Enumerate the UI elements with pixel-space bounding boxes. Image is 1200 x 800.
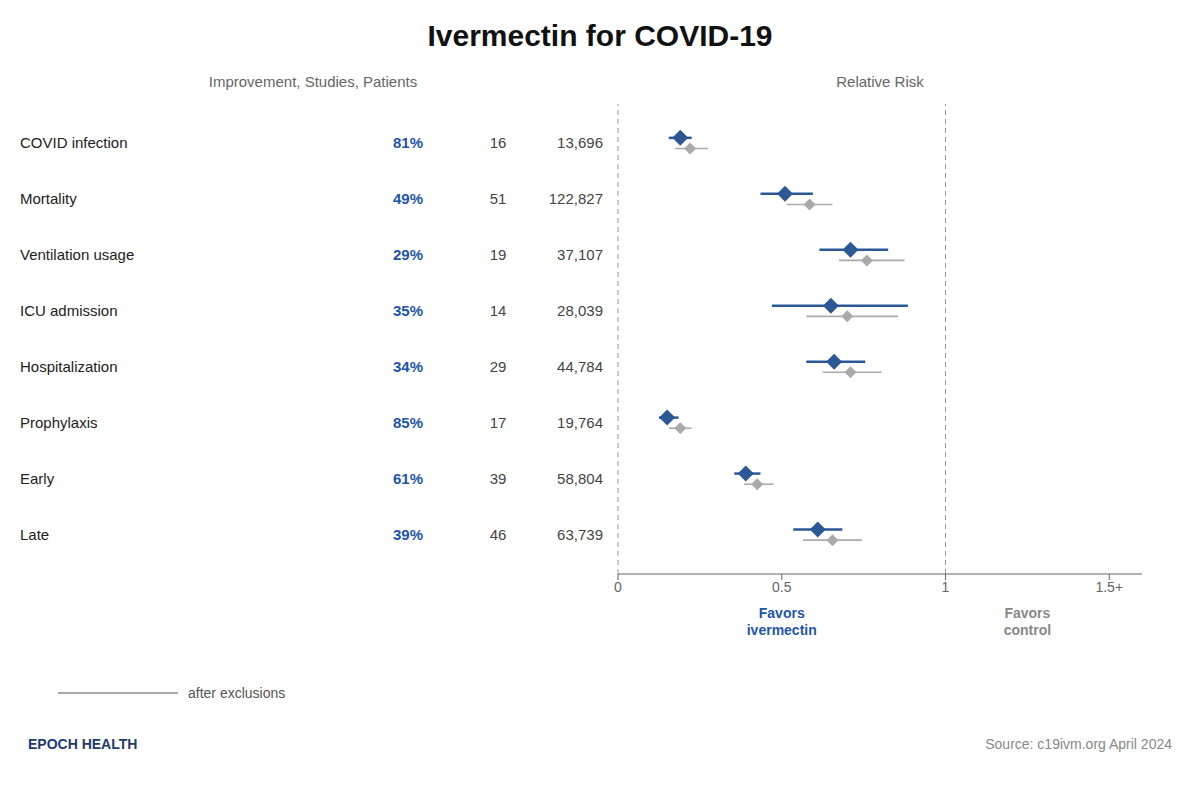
svg-text:COVID infection: COVID infection — [20, 134, 128, 151]
svg-text:35%: 35% — [393, 302, 423, 319]
svg-text:58,804: 58,804 — [557, 470, 603, 487]
svg-text:1.5+: 1.5+ — [1095, 579, 1123, 595]
svg-text:Favorscontrol: Favorscontrol — [1004, 605, 1051, 638]
svg-text:1: 1 — [942, 579, 950, 595]
html-text:Ivermectin for COVID-19: Ivermectin for COVID-19 — [427, 19, 773, 52]
svg-text:Favorsivermectin: Favorsivermectin — [747, 605, 817, 638]
svg-text:37,107: 37,107 — [557, 246, 603, 263]
svg-text:85%: 85% — [393, 414, 423, 431]
svg-text:0: 0 — [614, 579, 622, 595]
svg-text:Hospitalization: Hospitalization — [20, 358, 118, 375]
svg-text:Ventilation usage: Ventilation usage — [20, 246, 134, 263]
svg-text:17: 17 — [490, 414, 507, 431]
svg-text:28,039: 28,039 — [557, 302, 603, 319]
svg-text:61%: 61% — [393, 470, 423, 487]
html-text:after exclusions: after exclusions — [188, 685, 286, 701]
svg-text:0.5: 0.5 — [772, 579, 792, 595]
svg-text:122,827: 122,827 — [549, 190, 603, 207]
svg-text:44,784: 44,784 — [557, 358, 603, 375]
svg-text:14: 14 — [490, 302, 507, 319]
svg-text:51: 51 — [490, 190, 507, 207]
svg-text:29%: 29% — [393, 246, 423, 263]
svg-text:Early: Early — [20, 470, 55, 487]
svg-text:Prophylaxis: Prophylaxis — [20, 414, 98, 431]
svg-text:46: 46 — [490, 526, 507, 543]
svg-text:Late: Late — [20, 526, 49, 543]
svg-text:81%: 81% — [393, 134, 423, 151]
html-text:EPOCH HEALTH: EPOCH HEALTH — [28, 736, 138, 752]
svg-text:ICU admission: ICU admission — [20, 302, 118, 319]
svg-text:Mortality: Mortality — [20, 190, 77, 207]
svg-text:19: 19 — [490, 246, 507, 263]
svg-text:49%: 49% — [393, 190, 423, 207]
svg-text:16: 16 — [490, 134, 507, 151]
svg-text:13,696: 13,696 — [557, 134, 603, 151]
html-text:Improvement, Studies, Patients: Improvement, Studies, Patients — [208, 73, 418, 90]
svg-text:39%: 39% — [393, 526, 423, 543]
svg-text:19,764: 19,764 — [557, 414, 603, 431]
html-text:Source: c19ivm.org April 2024: Source: c19ivm.org April 2024 — [985, 736, 1172, 752]
svg-text:29: 29 — [490, 358, 507, 375]
svg-text:39: 39 — [490, 470, 507, 487]
svg-text:34%: 34% — [393, 358, 423, 375]
html-text:Relative Risk: Relative Risk — [836, 73, 924, 90]
svg-text:63,739: 63,739 — [557, 526, 603, 543]
